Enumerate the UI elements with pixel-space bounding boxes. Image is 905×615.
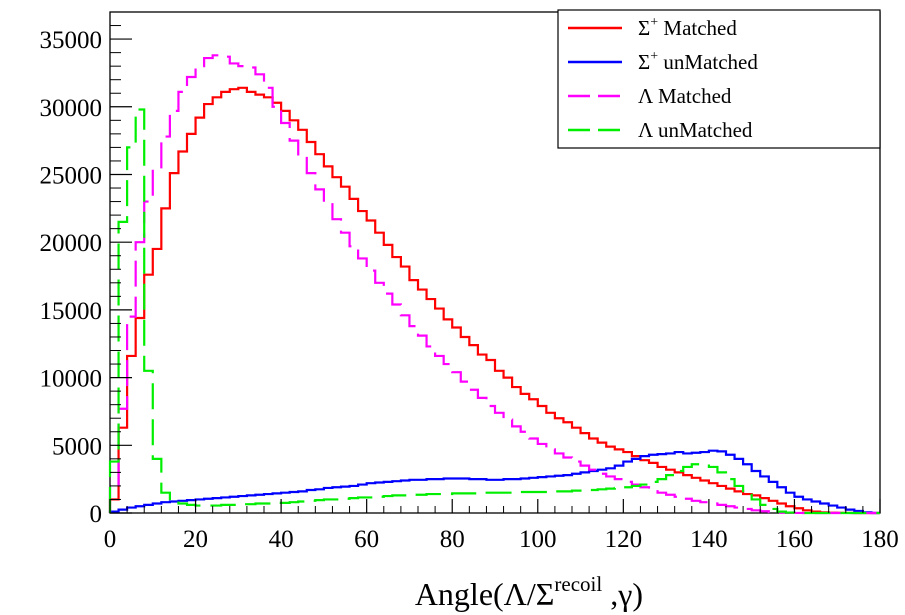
legend-box bbox=[557, 9, 881, 149]
plot-frame bbox=[109, 11, 881, 514]
legend: Σ+ Matched Σ+ unMatched Λ Matched Λ unMatch… bbox=[557, 9, 881, 149]
x-tick-label: 80 bbox=[440, 526, 465, 553]
y-tick-label: 35000 bbox=[40, 27, 103, 54]
plot-area bbox=[109, 11, 881, 514]
series-line-0 bbox=[108, 86, 880, 515]
x-tick-label: 180 bbox=[861, 526, 899, 553]
x-tick-label: 40 bbox=[269, 526, 294, 553]
legend-label-0: Σ+ Matched bbox=[638, 15, 737, 40]
x-tick-label: 120 bbox=[605, 526, 643, 553]
x-tick-label: 20 bbox=[183, 526, 208, 553]
y-tick-label: 30000 bbox=[40, 95, 103, 122]
x-tick-label: 140 bbox=[690, 526, 728, 553]
x-axis-label: Angle(Λ/Σrecoil ,γ) bbox=[415, 572, 643, 612]
x-tick-label: 160 bbox=[776, 526, 814, 553]
y-tick-label: 0 bbox=[90, 501, 103, 528]
axes-layer: 0 20 40 60 80 100 120 140 160 180 0 5000 10000 15000 2… bbox=[40, 11, 899, 553]
series-line-3 bbox=[108, 108, 880, 515]
legend-label-1: Σ+ unMatched bbox=[638, 49, 758, 74]
legend-label-3: Λ unMatched bbox=[638, 118, 753, 142]
x-tick-label: 60 bbox=[354, 526, 379, 553]
y-tick-label: 15000 bbox=[40, 298, 103, 325]
y-tick-label: 5000 bbox=[52, 433, 102, 460]
y-tick-label: 25000 bbox=[40, 162, 103, 189]
x-tick-label: 0 bbox=[104, 526, 117, 553]
y-tick-label: 10000 bbox=[40, 366, 103, 393]
legend-label-2: Λ Matched bbox=[638, 84, 732, 108]
series-line-1 bbox=[108, 449, 880, 515]
y-tick-label: 20000 bbox=[40, 230, 103, 257]
x-tick-label: 100 bbox=[519, 526, 557, 553]
